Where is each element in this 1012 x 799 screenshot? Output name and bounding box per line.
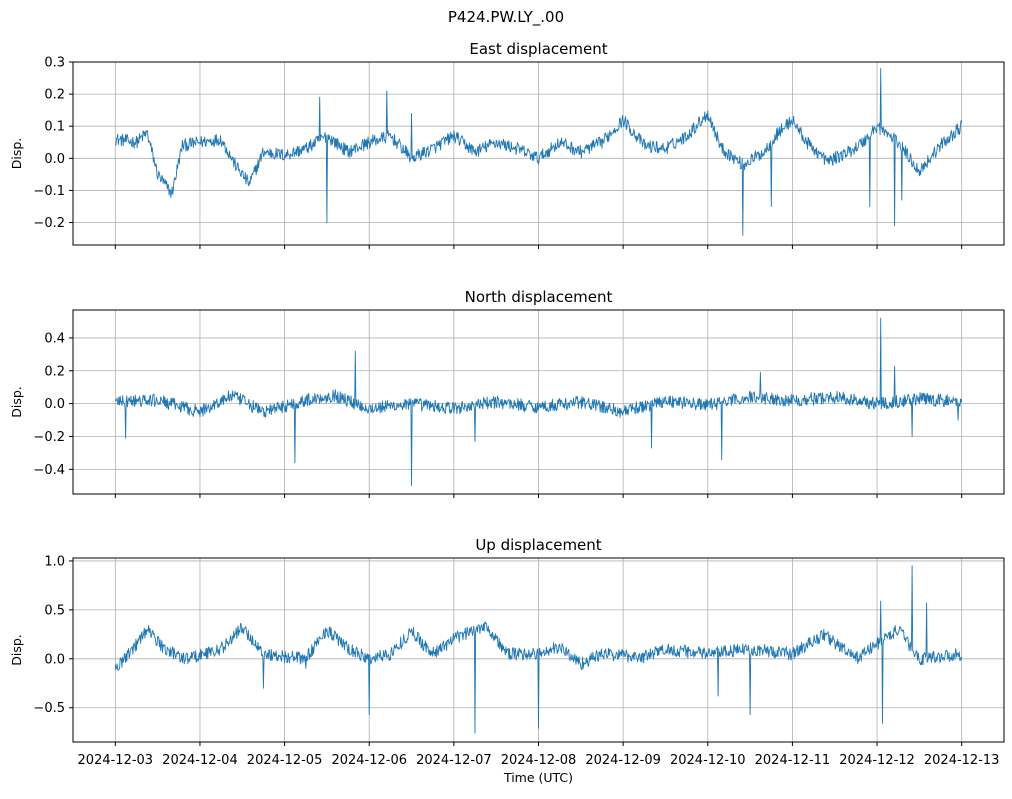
x-tick-label: 2024-12-11 [755, 753, 831, 768]
panel-1: −0.2 −0.1 0.0 0.1 0.2 0.3 East displacement Dis… [9, 40, 1005, 249]
y-tick-label: −0.1 [33, 184, 65, 199]
y-axis-label: Disp. [9, 386, 24, 418]
y-tick-label: 0.0 [44, 652, 65, 667]
x-tick-label: 2024-12-05 [247, 753, 323, 768]
x-tick-label: 2024-12-09 [585, 753, 661, 768]
y-tick-label: 0.5 [44, 603, 65, 618]
y-tick-label: 0.2 [44, 364, 65, 379]
x-tick-label: 2024-12-06 [331, 753, 407, 768]
y-tick-label: 1.0 [44, 554, 65, 569]
y-tick-label: −0.2 [33, 216, 65, 231]
y-tick-label: 0.0 [44, 397, 65, 412]
y-tick-label: 0.3 [44, 56, 65, 71]
x-tick-label: 2024-12-08 [501, 753, 577, 768]
panel-2: −0.4 −0.2 0.0 0.2 0.4 North displacement Disp. [9, 288, 1005, 498]
x-tick-label: 2024-12-07 [416, 753, 492, 768]
y-tick-label: −0.2 [33, 430, 65, 445]
x-tick-label: 2024-12-12 [839, 753, 915, 768]
figure-title: P424.PW.LY_.00 [447, 8, 565, 26]
series-line-3 [114, 565, 963, 734]
y-tick-label: 0.0 [44, 152, 65, 167]
y-tick-label: 0.1 [44, 120, 65, 135]
y-tick-label: −0.5 [33, 701, 65, 716]
series-line-1 [115, 67, 963, 236]
x-axis-label: Time (UTC) [503, 770, 573, 785]
panel-title: Up displacement [475, 536, 601, 554]
y-tick-label: 0.2 [44, 88, 65, 103]
panel-title: East displacement [469, 40, 607, 58]
y-tick-label: −0.4 [33, 463, 65, 478]
series-line-2 [114, 317, 963, 487]
x-tick-label: 2024-12-13 [924, 753, 1000, 768]
panel-title: North displacement [465, 288, 613, 306]
x-tick-label: 2024-12-03 [78, 753, 154, 768]
x-tick-label: 2024-12-10 [670, 753, 746, 768]
panel-3: −0.5 0.0 0.5 1.0 2024-12-03 2024-12-04 2024-12… [9, 536, 1005, 785]
y-axis-label: Disp. [9, 138, 24, 170]
x-tick-label: 2024-12-04 [162, 753, 238, 768]
y-axis-label: Disp. [9, 634, 24, 666]
y-tick-label: 0.4 [44, 331, 65, 346]
